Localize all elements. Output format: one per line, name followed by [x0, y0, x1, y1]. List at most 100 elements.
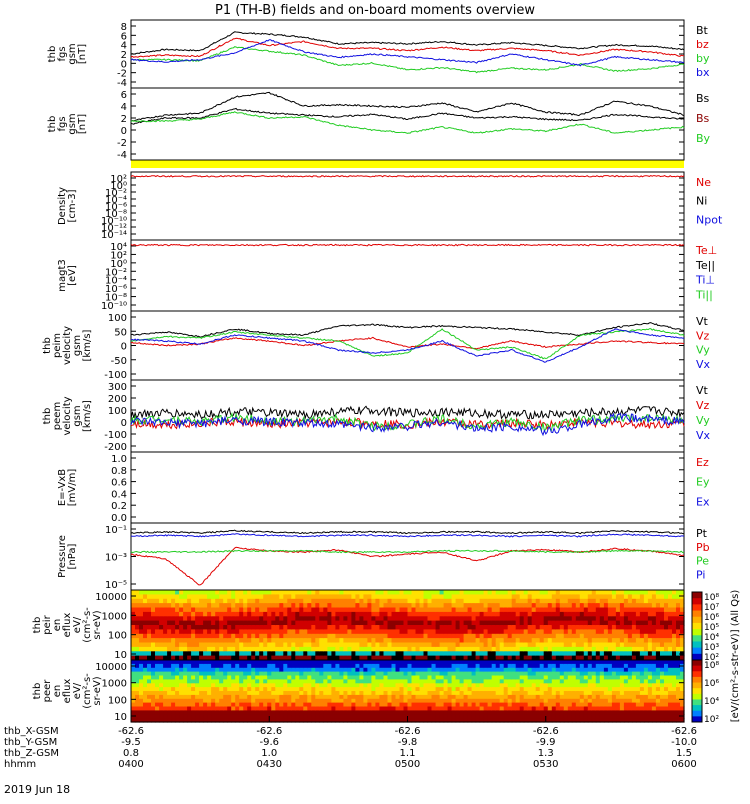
spectrogram-cell	[259, 663, 264, 669]
spectrogram-cell	[595, 706, 601, 711]
spectrogram-cell	[179, 655, 184, 661]
spectrogram-cell	[331, 698, 336, 704]
spectrogram-cell	[591, 663, 597, 669]
spectrogram-cell	[363, 663, 368, 669]
spectrogram-cell	[511, 710, 517, 715]
spectrogram-cell	[451, 616, 457, 622]
spectrogram-cell	[395, 638, 401, 644]
spectrogram-cell	[668, 611, 673, 617]
colorbar-tick-label: 10⁸	[704, 593, 719, 603]
spectrogram-cell	[655, 675, 661, 680]
spectrogram-cell	[167, 691, 172, 696]
spectrogram-cell	[527, 642, 533, 648]
spectrogram-cell	[451, 718, 457, 723]
spectrogram-cell	[163, 638, 168, 644]
spectrogram-cell	[443, 620, 449, 626]
spectrogram-cell	[607, 667, 613, 673]
spectrogram-cell	[483, 629, 489, 635]
y-tick-label: 10⁻³	[105, 553, 127, 564]
spectrogram-cell	[668, 714, 673, 719]
spectrogram-cell	[227, 629, 232, 635]
spectrogram-cell	[467, 706, 473, 711]
spectrogram-cell	[315, 633, 320, 639]
spectrogram-cell	[515, 710, 521, 715]
spectrogram-cell	[295, 710, 300, 715]
spectrogram-cell	[491, 660, 497, 665]
spectrogram-cell	[187, 679, 192, 684]
spectrogram-cell	[255, 683, 260, 688]
spectrogram-cell	[423, 667, 429, 673]
spectrogram-cell	[151, 671, 156, 677]
legend-Te||: Te||	[695, 259, 715, 272]
spectrogram-cell	[555, 655, 561, 661]
spectrogram-cell	[251, 714, 256, 719]
spectrogram-cell	[259, 679, 264, 684]
spectrogram-cell	[499, 691, 505, 696]
spectrogram-cell	[451, 629, 457, 635]
spectrogram-cell	[151, 607, 156, 613]
spectrogram-cell	[311, 667, 316, 673]
spectrogram-cell	[511, 679, 517, 684]
spectrogram-cell	[547, 646, 553, 652]
spectrogram-cell	[151, 718, 156, 723]
spectrogram-cell	[651, 607, 657, 613]
spectrogram-cell	[171, 625, 176, 630]
spectrogram-cell	[207, 590, 212, 595]
spectrogram-cell	[287, 616, 292, 622]
spectrogram-cell	[407, 706, 413, 711]
spectrogram-cell	[135, 638, 140, 644]
spectrogram-cell	[559, 710, 565, 715]
spectrogram-cell	[447, 646, 453, 652]
spectrogram-cell	[443, 638, 449, 644]
spectrogram-cell	[635, 671, 641, 677]
y-tick-label: 0	[121, 342, 127, 353]
spectrogram-cell	[191, 620, 196, 626]
spectrogram-cell	[259, 694, 264, 700]
spectrogram-cell	[159, 710, 164, 715]
spectrogram-cell	[387, 594, 393, 600]
spectrogram-cell	[655, 687, 661, 692]
spectrogram-cell	[523, 698, 529, 704]
spectrogram-cell	[523, 629, 529, 635]
spectrogram-cell	[547, 660, 553, 665]
spectrogram-cell	[531, 660, 537, 665]
spectrogram-cell	[287, 625, 292, 630]
spectrogram-cell	[643, 655, 649, 661]
spectrogram-cell	[327, 683, 332, 688]
spectrogram-cell	[155, 638, 160, 644]
spectrogram-cell	[499, 702, 505, 708]
spectrogram-cell	[475, 590, 481, 595]
spectrogram-cell	[139, 698, 144, 704]
spectrogram-cell	[251, 616, 256, 622]
spectrogram-cell	[547, 702, 553, 708]
spectrogram-cell	[199, 706, 204, 711]
spectrogram-cell	[619, 675, 625, 680]
spectrogram-cell	[351, 667, 356, 673]
spectrogram-cell	[211, 642, 216, 648]
spectrogram-cell	[539, 642, 545, 648]
spectrogram-cell	[243, 611, 248, 617]
spectrogram-cell	[243, 698, 248, 704]
spectrogram-cell	[471, 706, 477, 711]
spectrogram-cell	[351, 607, 356, 613]
spectrogram-cell	[319, 590, 324, 595]
spectrogram-cell	[379, 679, 384, 684]
spectrogram-cell	[347, 646, 352, 652]
spectrogram-cell	[287, 646, 292, 652]
spectrogram-cell	[647, 671, 653, 677]
spectrogram-cell	[311, 663, 316, 669]
spectrogram-cell	[379, 706, 384, 711]
y-axis-label: [eV]	[67, 265, 78, 286]
spectrogram-cell	[551, 625, 557, 630]
spectrogram-cell	[135, 598, 140, 604]
spectrogram-cell	[427, 714, 433, 719]
spectrogram-cell	[339, 687, 344, 692]
spectrogram-cell	[387, 633, 393, 639]
spectrogram-cell	[251, 691, 256, 696]
spectrogram-cell	[579, 625, 585, 630]
spectrogram-cell	[171, 594, 176, 600]
spectrogram-cell	[655, 714, 661, 719]
spectrogram-cell	[664, 683, 669, 688]
spectrogram-cell	[183, 651, 188, 657]
spectrogram-cell	[431, 691, 437, 696]
